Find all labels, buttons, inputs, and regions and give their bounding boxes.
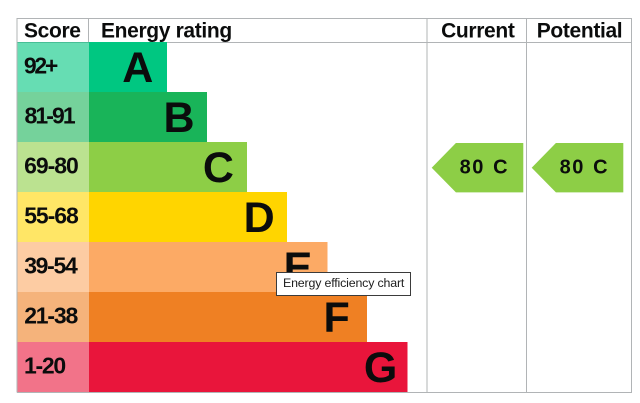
svg-text:B: B — [163, 94, 194, 142]
svg-text:80: 80 — [560, 157, 585, 179]
svg-text:Potential: Potential — [537, 19, 623, 42]
svg-text:21-38: 21-38 — [24, 302, 78, 328]
svg-text:A: A — [122, 44, 153, 92]
svg-text:81-91: 81-91 — [25, 102, 76, 128]
svg-text:G: G — [364, 344, 397, 392]
svg-text:80: 80 — [460, 157, 485, 179]
svg-text:C: C — [593, 157, 607, 179]
svg-text:Current: Current — [441, 19, 515, 42]
svg-text:F: F — [324, 294, 350, 342]
svg-text:D: D — [244, 194, 275, 242]
svg-text:55-68: 55-68 — [24, 202, 79, 228]
svg-text:C: C — [203, 144, 234, 192]
svg-text:Score: Score — [24, 19, 81, 42]
svg-text:92+: 92+ — [24, 52, 58, 78]
svg-text:1-20: 1-20 — [24, 352, 66, 378]
svg-text:39-54: 39-54 — [24, 252, 78, 278]
svg-text:Energy rating: Energy rating — [101, 19, 232, 42]
svg-text:C: C — [493, 157, 507, 179]
svg-text:69-80: 69-80 — [24, 152, 79, 178]
